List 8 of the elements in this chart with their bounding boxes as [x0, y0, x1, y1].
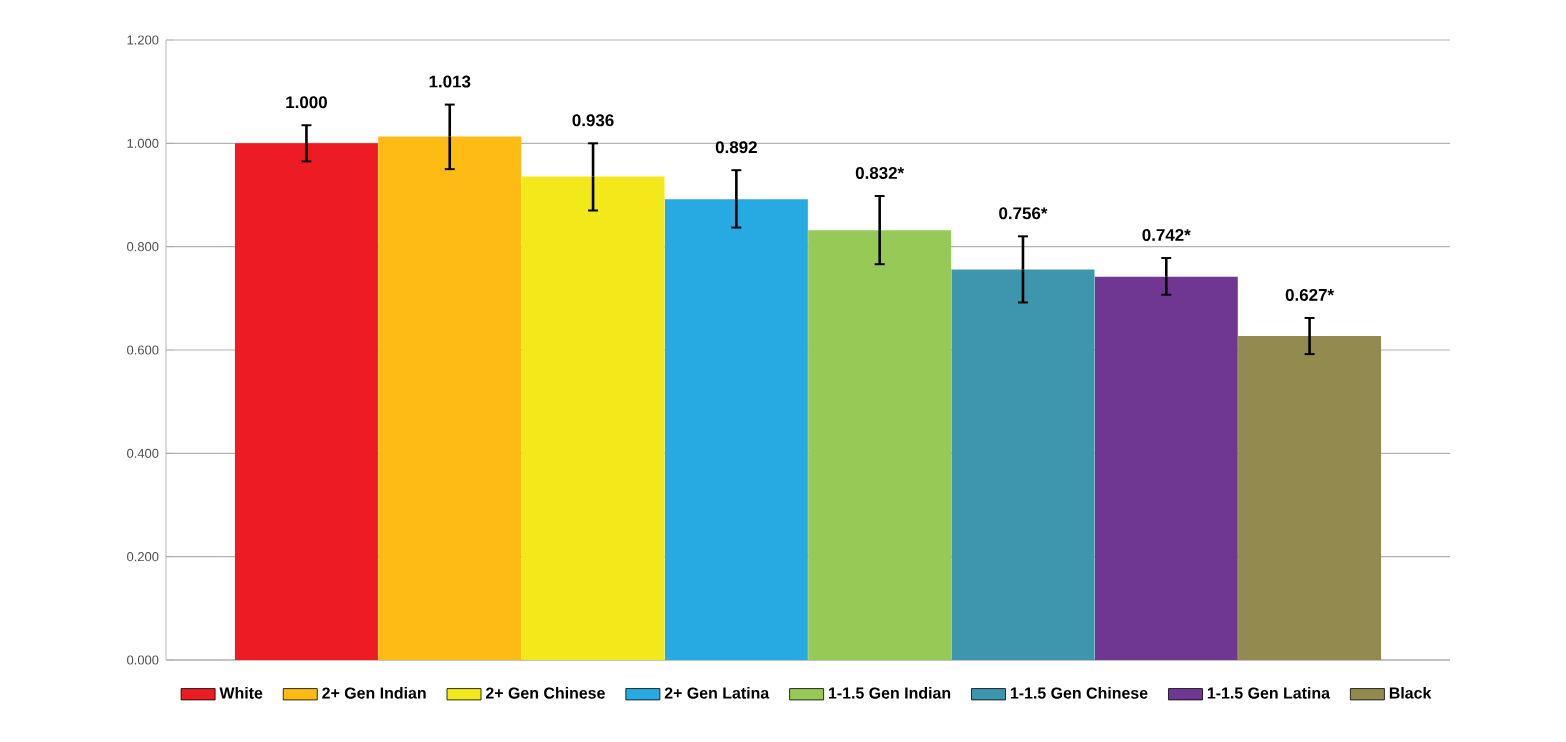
- data-label: 0.832*: [855, 166, 905, 179]
- data-label: 0.627*: [1285, 288, 1335, 301]
- data-label: 0.892: [715, 141, 757, 154]
- data-label: 0.756*: [999, 207, 1048, 220]
- data-label: 1.013: [429, 75, 471, 88]
- data-label: 1.000: [286, 96, 327, 109]
- data-label: 0.936: [572, 114, 614, 127]
- data-label: 0.742*: [1142, 229, 1191, 241]
